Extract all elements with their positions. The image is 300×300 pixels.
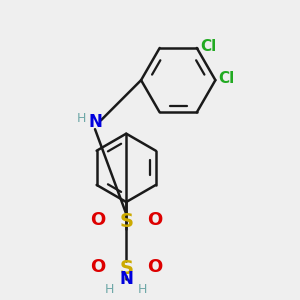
Text: O: O (90, 258, 106, 276)
Text: N: N (88, 113, 102, 131)
Text: H: H (138, 283, 147, 296)
Text: O: O (147, 211, 162, 229)
Text: Cl: Cl (218, 71, 235, 86)
Text: H: H (105, 283, 115, 296)
Text: S: S (119, 212, 133, 231)
Text: Cl: Cl (200, 39, 216, 54)
Text: O: O (147, 258, 162, 276)
Text: S: S (119, 260, 133, 278)
Text: O: O (90, 211, 106, 229)
Text: H: H (77, 112, 86, 125)
Text: N: N (119, 270, 133, 288)
